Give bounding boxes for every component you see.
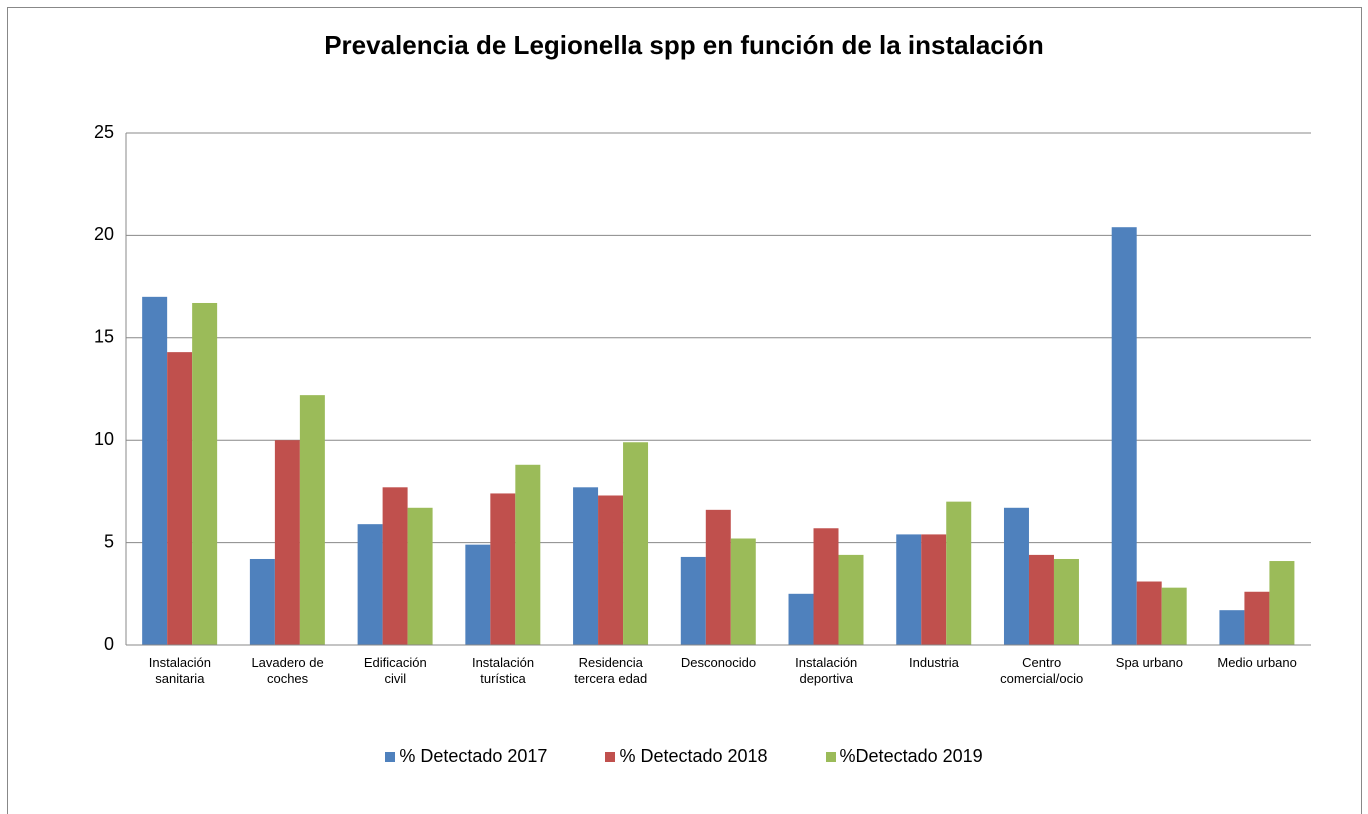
legend-swatch	[385, 751, 396, 762]
bar	[598, 495, 624, 645]
y-tick-label: 15	[94, 327, 114, 347]
bar	[1219, 610, 1245, 645]
bar	[1269, 561, 1295, 645]
legend: % Detectado 2017 % Detectado 2018 %Detecta…	[0, 746, 1368, 767]
bar	[896, 534, 922, 645]
y-tick-label: 10	[94, 429, 114, 449]
bar	[299, 395, 325, 645]
bar	[680, 556, 706, 645]
x-tick-label: Edificación civil	[363, 655, 427, 686]
bar	[1136, 581, 1162, 645]
bar	[623, 442, 649, 645]
legend-label: % Detectado 2018	[619, 746, 768, 766]
legend-label: % Detectado 2017	[399, 746, 548, 766]
bar	[192, 302, 218, 645]
bar	[142, 296, 168, 645]
bar	[357, 524, 383, 645]
bar	[407, 507, 433, 645]
y-tick-label: 20	[94, 224, 114, 244]
bar	[382, 487, 408, 645]
y-tick-label: 5	[104, 531, 114, 551]
bar	[573, 487, 599, 645]
x-tick-label: Lavadero de coches	[251, 655, 324, 686]
bar	[1053, 558, 1079, 645]
legend-label: %Detectado 2019	[839, 746, 983, 766]
x-tick-label: Instalación deportiva	[795, 655, 858, 686]
bar	[1028, 554, 1054, 645]
x-tick-label: Spa urbano	[1115, 655, 1184, 670]
legend-item: %Detectado 2019	[825, 746, 983, 767]
bar	[515, 464, 541, 645]
bar	[813, 528, 839, 645]
bar	[1161, 587, 1187, 645]
bar	[1111, 227, 1137, 645]
bar	[730, 538, 756, 645]
x-tick-label: Instalación turística	[471, 655, 535, 686]
x-tick-label: Desconocido	[680, 655, 757, 670]
y-tick-label: 25	[94, 122, 114, 142]
bar	[946, 501, 972, 645]
legend-item: % Detectado 2018	[605, 746, 768, 767]
x-tick-label: Medio urbano	[1217, 655, 1297, 670]
bar	[838, 554, 864, 645]
bar	[1003, 507, 1029, 645]
bar	[167, 352, 193, 645]
chart-title: Prevalencia de Legionella spp en función…	[324, 30, 1044, 60]
x-tick-label: Centro comercial/ocio	[1000, 655, 1084, 686]
bar	[788, 593, 814, 645]
bar	[274, 440, 300, 645]
bar	[1244, 591, 1270, 645]
legend-item: % Detectado 2017	[385, 746, 547, 767]
bar	[921, 534, 947, 645]
legend-swatch	[825, 751, 836, 762]
bar	[490, 493, 516, 645]
x-tick-label: Instalación sanitaria	[148, 655, 211, 686]
bar	[705, 509, 731, 645]
x-tick-label: Residencia tercera edad	[574, 655, 648, 686]
legend-swatch	[605, 751, 616, 762]
x-tick-label: Industria	[909, 655, 959, 670]
y-tick-label: 0	[104, 634, 114, 654]
bar	[249, 558, 275, 645]
bar	[465, 544, 491, 645]
